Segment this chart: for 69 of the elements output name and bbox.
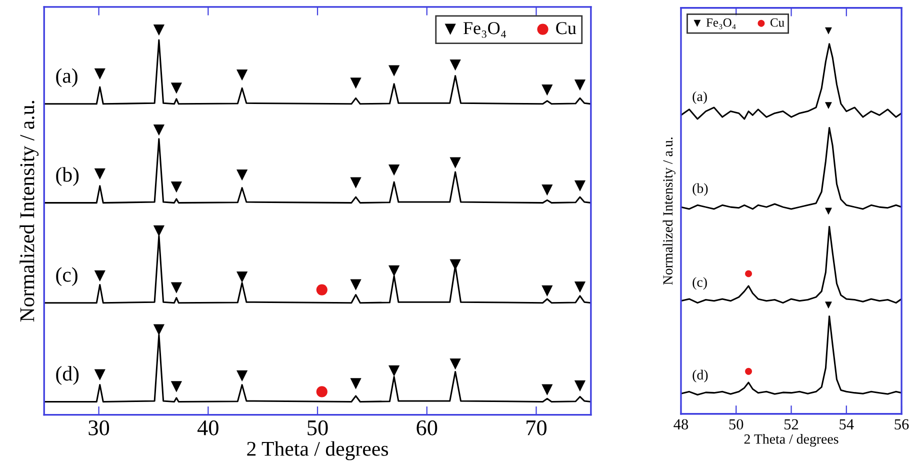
point	[825, 208, 832, 215]
point	[350, 279, 362, 290]
point	[574, 282, 586, 293]
point	[542, 184, 553, 196]
x-axis-title: 2 Theta / degrees	[247, 441, 388, 460]
point	[350, 378, 362, 390]
point	[825, 102, 832, 110]
point	[450, 60, 461, 71]
legend-label: Cu	[556, 22, 576, 34]
point	[825, 27, 832, 34]
point	[170, 381, 182, 392]
point	[316, 386, 328, 398]
x-tick-label: 54	[840, 419, 854, 430]
point	[350, 177, 362, 188]
x-tick-label: 70	[526, 420, 546, 436]
point	[542, 84, 553, 96]
point	[388, 365, 400, 377]
x-tick-label: 50	[308, 420, 328, 436]
legend-label: Fe₃O₄	[706, 18, 736, 30]
x-tick-label: 40	[197, 420, 218, 436]
y-axis-title: Normalized Intensity / a.u.	[20, 100, 39, 322]
point	[388, 65, 400, 76]
point	[316, 284, 328, 296]
point	[825, 302, 832, 309]
point	[94, 270, 106, 282]
series-label: (b)	[692, 183, 708, 196]
x-tick-label: 48	[674, 419, 688, 430]
point	[574, 180, 586, 192]
point	[94, 369, 106, 380]
point	[236, 70, 248, 81]
legend-label: Fe₃O₄	[463, 22, 506, 38]
point	[153, 324, 164, 336]
point	[350, 78, 362, 89]
point	[574, 380, 586, 392]
x-tick-label: 56	[894, 419, 909, 430]
legend-label: Cu	[770, 18, 784, 27]
series-label: (c)	[692, 277, 707, 290]
point	[236, 170, 248, 181]
point	[236, 370, 248, 382]
point	[745, 368, 752, 375]
point	[388, 265, 400, 276]
series-label: (c)	[56, 267, 78, 286]
x-tick-label: 50	[729, 419, 744, 430]
point	[542, 384, 553, 396]
point	[94, 168, 106, 180]
point	[542, 285, 553, 296]
x-tick-label: 60	[416, 420, 438, 436]
point	[170, 82, 182, 94]
series-label: (b)	[56, 167, 79, 186]
point	[170, 282, 182, 294]
x-axis-title: 2 Theta / degrees	[744, 434, 838, 447]
point	[236, 272, 248, 283]
point	[153, 24, 164, 36]
series-label: (d)	[692, 370, 708, 382]
point	[574, 80, 586, 91]
x-tick-label: 30	[88, 420, 110, 436]
point	[170, 181, 182, 193]
series-label: (a)	[692, 91, 707, 104]
point	[153, 124, 164, 136]
y-axis-title: Normalized Intensity / a.u.	[662, 138, 676, 285]
point	[153, 225, 164, 236]
point	[388, 164, 400, 176]
point	[94, 68, 106, 80]
point	[450, 157, 461, 168]
point	[745, 270, 752, 278]
series-label: (d)	[56, 366, 79, 385]
point	[450, 358, 461, 370]
series-label: (a)	[56, 68, 78, 88]
x-tick-label: 52	[784, 419, 798, 430]
